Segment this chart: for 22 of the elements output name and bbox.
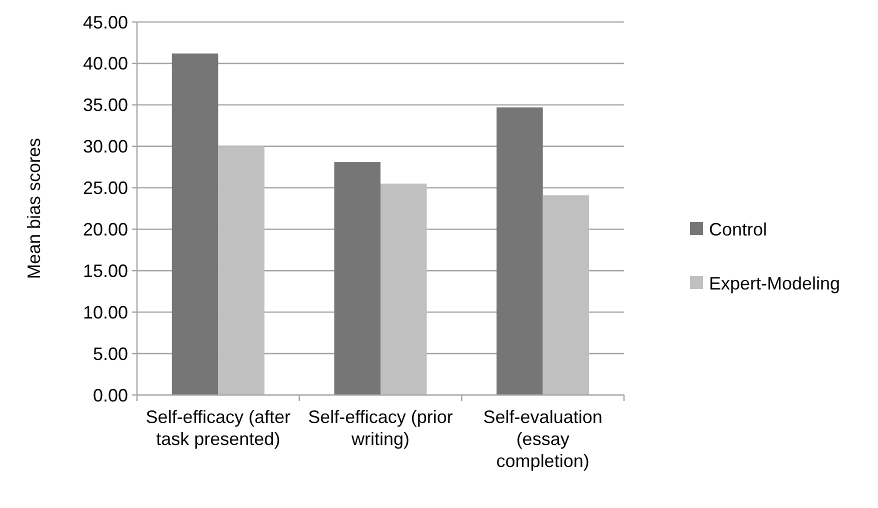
bar (542, 195, 590, 395)
y-tick-label: 45.00 (82, 12, 128, 32)
bar (380, 184, 427, 395)
y-tick-label: 25.00 (82, 178, 128, 198)
y-tick-label: 5.00 (92, 344, 128, 364)
bar (496, 107, 543, 395)
x-tick-label: Self-efficacy (after task presented) (146, 407, 291, 449)
y-tick-label: 40.00 (82, 54, 128, 74)
bar (218, 146, 264, 395)
bar (172, 54, 218, 395)
y-tick-label: 20.00 (82, 220, 128, 240)
bar (334, 162, 380, 395)
legend-label: Control (709, 219, 768, 240)
x-tick-label: Self-efficacy (prior writing) (308, 407, 453, 449)
y-tick-label: 35.00 (82, 95, 128, 116)
legend-label: Expert-Modeling (709, 273, 840, 294)
y-tick-label: 0.00 (92, 385, 128, 406)
y-tick-label: 15.00 (82, 260, 128, 281)
x-tick-label: Self-evaluation (essay completion) (483, 407, 602, 471)
y-tick-label: 30.00 (82, 136, 128, 157)
y-axis-title: Mean bias scores (24, 138, 44, 280)
y-tick-label: 10.00 (82, 302, 128, 322)
